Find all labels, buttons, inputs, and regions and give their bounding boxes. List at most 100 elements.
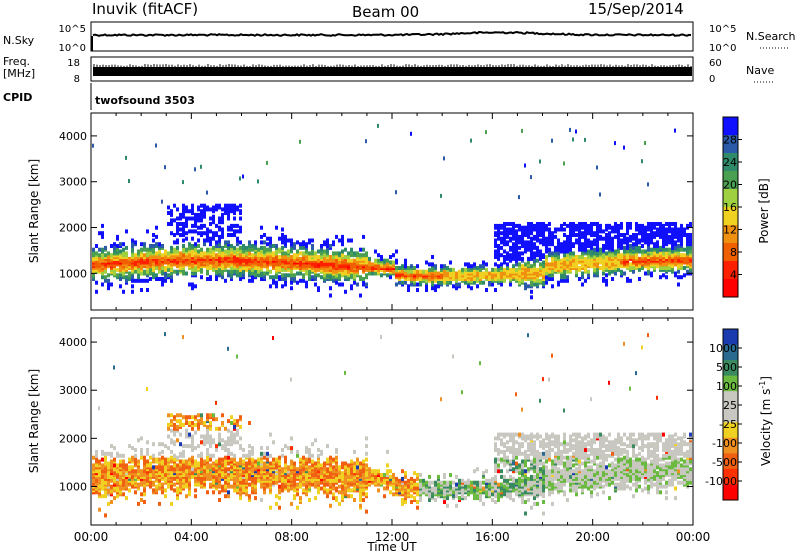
- data-cell: [236, 440, 239, 445]
- data-cell: [632, 233, 635, 237]
- data-cell: [518, 262, 521, 267]
- data-cell: [293, 273, 296, 278]
- data-cell: [362, 256, 365, 261]
- data-cell: [155, 488, 158, 493]
- data-cell: [149, 277, 152, 281]
- data-cell: [290, 446, 293, 451]
- data-cell: [131, 455, 134, 460]
- data-cell: [269, 236, 272, 241]
- data-cell: [536, 225, 539, 230]
- data-cell: [194, 229, 197, 234]
- data-cell: [149, 455, 152, 460]
- data-cell: [248, 459, 251, 464]
- data-cell: [464, 271, 467, 276]
- data-cell: [110, 253, 113, 258]
- data-cell: [581, 245, 584, 250]
- data-cell: [446, 266, 449, 270]
- freq-unit-label: [MHz]: [3, 67, 35, 80]
- data-cell: [293, 253, 296, 258]
- data-cell: [290, 436, 293, 441]
- data-cell: [662, 231, 665, 236]
- data-cell: [200, 417, 203, 422]
- data-cell: [353, 258, 356, 263]
- data-cell: [530, 240, 533, 245]
- data-cell: [566, 245, 569, 250]
- data-cell: [671, 240, 674, 245]
- data-cell: [182, 463, 185, 468]
- data-cell: [131, 278, 134, 283]
- data-cell: [464, 280, 467, 285]
- data-cell: [167, 457, 170, 462]
- data-cell: [374, 271, 377, 276]
- data-cell: [212, 417, 215, 422]
- data-cell: [161, 455, 164, 460]
- data-cell: [410, 282, 413, 287]
- data-cell: [527, 233, 530, 237]
- data-cell: [329, 459, 332, 464]
- data-cell: [257, 457, 260, 462]
- data-cell: [578, 225, 581, 230]
- data-cell: [587, 238, 590, 243]
- data-cell: [638, 249, 641, 254]
- data-cell: [239, 176, 241, 181]
- data-cell: [263, 249, 266, 254]
- data-cell: [521, 242, 524, 247]
- data-cell: [686, 236, 689, 241]
- data-cell: [284, 455, 287, 460]
- data-cell: [350, 284, 353, 289]
- data-cell: [248, 453, 251, 458]
- data-cell: [101, 449, 104, 454]
- data-cell: [398, 273, 401, 278]
- data-cell: [413, 269, 416, 274]
- data-cell: [245, 467, 248, 472]
- data-cell: [224, 203, 227, 208]
- data-cell: [173, 422, 176, 427]
- data-cell: [263, 486, 266, 491]
- data-cell: [326, 457, 329, 462]
- data-cell: [185, 432, 188, 437]
- data-cell: [500, 223, 503, 228]
- data-cell: [116, 463, 119, 468]
- data-cell: [119, 284, 122, 289]
- data-cell: [152, 244, 155, 248]
- data-cell: [116, 234, 119, 239]
- data-cell: [191, 426, 194, 431]
- data-cell: [296, 492, 299, 497]
- data-cell: [344, 370, 346, 375]
- data-cell: [128, 465, 131, 470]
- data-cell: [233, 229, 236, 234]
- data-cell: [305, 461, 308, 466]
- data-cell: [362, 247, 365, 252]
- data-cell: [110, 459, 113, 464]
- data-cell: [575, 227, 578, 232]
- data-cell: [107, 273, 110, 278]
- data-cell: [347, 488, 350, 493]
- data-cell: [653, 231, 656, 236]
- data-cell: [416, 264, 419, 269]
- data-cell: [299, 256, 302, 261]
- data-cell: [275, 249, 278, 254]
- data-cell: [329, 478, 332, 483]
- data-cell: [416, 269, 419, 274]
- data-cell: [209, 222, 212, 226]
- data-cell: [350, 273, 353, 278]
- data-cell: [509, 222, 512, 226]
- data-cell: [473, 262, 476, 267]
- data-cell: [380, 273, 383, 278]
- data-cell: [599, 266, 602, 270]
- data-cell: [161, 459, 164, 464]
- data-cell: [209, 266, 212, 270]
- data-cell: [176, 419, 179, 424]
- data-cell: [554, 227, 557, 232]
- data-cell: [425, 284, 428, 289]
- data-cell: [566, 234, 569, 239]
- data-cell: [509, 245, 512, 250]
- data-cell: [437, 284, 440, 289]
- data-cell: [593, 247, 596, 252]
- data-cell: [212, 236, 215, 241]
- data-cell: [314, 482, 317, 487]
- data-cell: [335, 448, 338, 452]
- data-cell: [320, 449, 323, 454]
- data-cell: [452, 284, 455, 289]
- data-cell: [194, 463, 197, 468]
